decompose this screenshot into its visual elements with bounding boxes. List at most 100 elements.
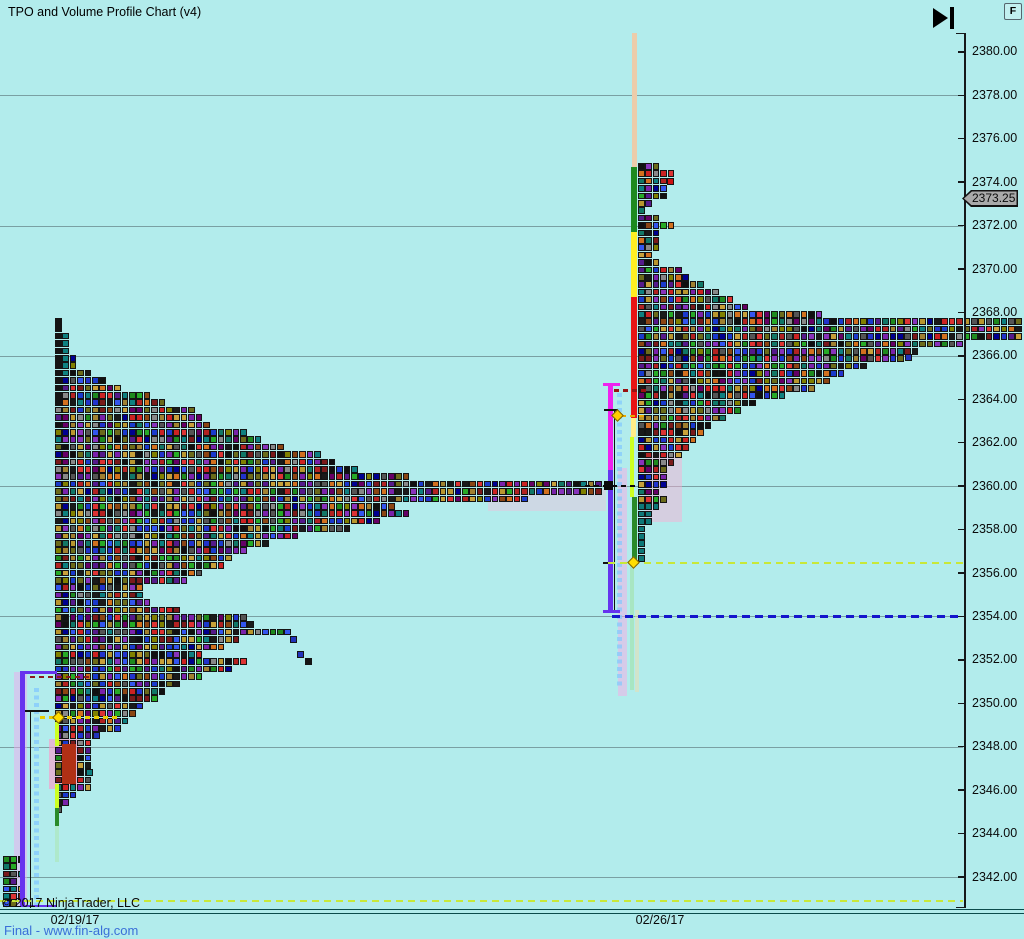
tpo-cell bbox=[291, 466, 299, 473]
tpo-cell bbox=[136, 606, 143, 614]
tpo-cell bbox=[645, 510, 652, 518]
tpo-cell bbox=[652, 473, 660, 481]
tpo-cell bbox=[84, 377, 92, 384]
tpo-cell bbox=[638, 244, 645, 251]
tpo-cell bbox=[106, 651, 114, 658]
tpo-cell bbox=[882, 318, 889, 325]
tpo-cell bbox=[675, 429, 682, 436]
tpo-cell bbox=[771, 333, 778, 340]
tpo-cell bbox=[203, 554, 210, 562]
tpo-cell bbox=[69, 791, 77, 799]
tpo-cell bbox=[823, 355, 830, 362]
tpo-cell bbox=[645, 496, 652, 503]
tpo-cell bbox=[645, 266, 652, 274]
tpo-cell bbox=[756, 348, 763, 355]
tpo-cell bbox=[284, 495, 291, 503]
tpo-cell bbox=[188, 517, 195, 525]
tpo-cell bbox=[99, 554, 106, 562]
tpo-cell bbox=[136, 436, 143, 443]
tpo-cell bbox=[136, 503, 143, 510]
skip-to-end-icon[interactable] bbox=[933, 7, 959, 31]
tpo-cell bbox=[778, 377, 786, 385]
tpo-cell bbox=[62, 421, 69, 429]
tpo-cell bbox=[343, 488, 351, 495]
tpo-cell bbox=[712, 340, 719, 348]
tpo-cell bbox=[84, 636, 92, 643]
tpo-cell bbox=[84, 628, 92, 636]
tpo-cell bbox=[106, 510, 114, 517]
tpo-cell bbox=[388, 503, 395, 510]
tpo-cell bbox=[210, 488, 217, 495]
fit-button[interactable]: F bbox=[1004, 3, 1022, 20]
tpo-cell bbox=[638, 525, 645, 533]
tpo-cell bbox=[667, 355, 675, 362]
tpo-cell bbox=[306, 517, 314, 525]
tpo-cell bbox=[321, 503, 328, 510]
tpo-cell bbox=[675, 288, 682, 296]
tpo-cell bbox=[92, 495, 99, 503]
tpo-cell bbox=[99, 636, 106, 643]
tpo-cell bbox=[129, 399, 136, 406]
tpo-cell bbox=[660, 496, 667, 503]
tpo-cell bbox=[351, 480, 358, 488]
tpo-cell bbox=[645, 177, 652, 185]
tpo-cell bbox=[158, 510, 166, 517]
tpo-cell bbox=[114, 643, 121, 651]
tpo-cell bbox=[660, 466, 667, 473]
tpo-cell bbox=[550, 488, 558, 495]
tpo-cell bbox=[689, 325, 697, 333]
tpo-cell bbox=[129, 525, 136, 532]
tpo-cell bbox=[660, 370, 667, 377]
tpo-cell bbox=[77, 584, 84, 591]
credit-link[interactable]: Final - www.fin-alg.com bbox=[4, 923, 139, 938]
tpo-cell bbox=[195, 532, 203, 540]
tpo-cell bbox=[652, 496, 660, 503]
tpo-cell bbox=[934, 340, 941, 348]
tpo-cell bbox=[92, 658, 99, 665]
tpo-cell bbox=[84, 725, 92, 732]
tpo-cell bbox=[763, 333, 771, 340]
tpo-cell bbox=[69, 392, 77, 399]
tpo-cell bbox=[645, 333, 652, 340]
tpo-cell bbox=[712, 392, 719, 399]
tpo-cell bbox=[247, 480, 254, 488]
tpo-cell bbox=[62, 332, 69, 340]
tpo-cell bbox=[402, 480, 410, 488]
tpo-cell bbox=[114, 636, 121, 643]
tpo-cell bbox=[719, 318, 726, 325]
tpo-cell bbox=[217, 658, 225, 665]
tpo-cell bbox=[121, 569, 129, 577]
tpo-cell bbox=[143, 628, 151, 636]
tpo-cell bbox=[652, 222, 660, 229]
tpo-cell bbox=[262, 517, 269, 525]
tpo-cell bbox=[506, 488, 513, 495]
tpo-cell bbox=[77, 443, 84, 451]
tpo-cell bbox=[734, 318, 741, 325]
tpo-cell bbox=[269, 443, 277, 451]
tpo-cell bbox=[771, 311, 778, 318]
tpo-cell bbox=[697, 370, 704, 377]
tpo-cell bbox=[92, 414, 99, 421]
tpo-cell bbox=[269, 510, 277, 517]
tpo-cell bbox=[513, 488, 521, 495]
tpo-cell bbox=[247, 488, 254, 495]
tpo-cell bbox=[151, 503, 158, 510]
right-bar-green-bottom bbox=[632, 497, 637, 560]
tpo-cell bbox=[749, 311, 756, 318]
tpo-cell bbox=[343, 480, 351, 488]
tpo-cell bbox=[3, 856, 10, 863]
tpo-cell bbox=[704, 385, 712, 392]
tpo-cell bbox=[84, 436, 92, 443]
price-tick bbox=[958, 51, 965, 53]
tpo-cell bbox=[210, 665, 217, 673]
price-tick-label: 2358.00 bbox=[972, 522, 1018, 537]
tpo-cell bbox=[217, 540, 225, 547]
tpo-cell bbox=[741, 399, 749, 407]
tpo-cell bbox=[10, 878, 17, 885]
tpo-cell bbox=[652, 459, 660, 466]
tpo-cell bbox=[158, 643, 166, 651]
tpo-cell bbox=[106, 665, 114, 673]
tpo-cell bbox=[712, 296, 719, 303]
